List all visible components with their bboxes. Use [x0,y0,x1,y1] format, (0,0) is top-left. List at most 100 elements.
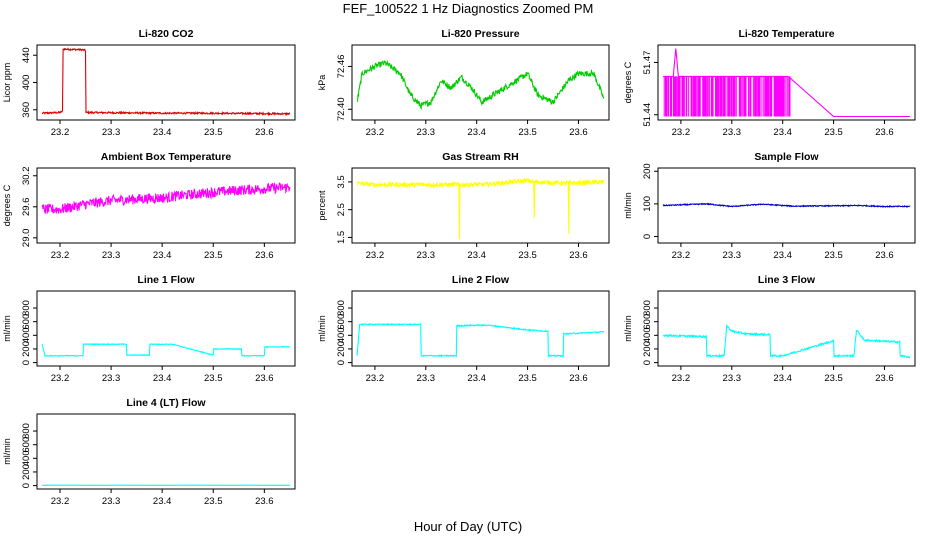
x-tick-label: 23.5 [518,127,537,138]
x-tick-label: 23.3 [102,127,121,138]
x-tick-label: 23.5 [824,250,843,261]
series-line [41,182,291,214]
x-tick-label: 23.5 [518,373,537,384]
y-tick-label: 2.5 [336,203,347,216]
x-tick-label: 23.2 [366,250,385,261]
plot-frame [351,290,610,367]
plot-frame [351,44,610,121]
y-tick-label: 0 [642,234,653,239]
y-axis-label: degrees C [2,184,12,226]
series-line [41,342,291,358]
plot-frame [36,413,296,490]
panel-2: Li-820 Temperature degrees C 23.2 23.3 23.4 2… [623,28,916,138]
series-line [356,322,605,358]
y-axis-label: ml/min [623,315,633,342]
plot-frame [657,290,916,367]
x-tick-label: 23.6 [569,250,588,261]
y-tick-label: 30.2 [21,167,32,186]
x-tick-label: 23.2 [51,496,70,507]
x-tick-label: 23.6 [569,127,588,138]
x-tick-label: 23.4 [153,373,172,384]
panel-title: Sample Flow [754,151,819,163]
x-tick-label: 23.4 [773,373,792,384]
x-tick-label: 23.4 [467,250,486,261]
x-tick-label: 23.6 [569,373,588,384]
y-axis-label: degrees C [623,61,633,103]
x-tick-label: 23.6 [255,127,274,138]
x-tick-label: 23.5 [518,250,537,261]
panel-8: Line 3 Flow ml/min 23.2 23.3 23.4 23.5 23.6 0 20… [623,274,916,384]
panel-7: Line 2 Flow ml/min 23.2 23.3 23.4 23.5 23.6 0 20… [317,274,610,384]
panel-0: Li-820 CO2 Licor ppm 23.2 23.3 23.4 23.5 23.6 3… [2,28,296,138]
series-line [41,47,291,117]
x-tick-label: 23.6 [875,373,894,384]
y-tick-label: 100 [642,196,653,212]
y-tick-label: 0 [336,360,347,365]
series-line [662,323,911,359]
series-line [356,59,605,111]
x-tick-label: 23.5 [824,127,843,138]
y-axis-label: kPa [317,75,327,91]
y-axis-label: ml/min [623,192,633,219]
panel-3: Ambient Box Temperature degrees C 23.2 23.3… [2,151,296,261]
x-tick-label: 23.4 [467,127,486,138]
panel-title: Line 4 (LT) Flow [126,397,206,409]
panel-9: Line 4 (LT) Flow ml/min 23.2 23.3 23.4 23.5 23… [2,397,296,507]
panel-title: Line 2 Flow [452,274,510,286]
y-tick-label: 360 [21,102,32,118]
y-tick-label: 400 [21,327,32,343]
x-tick-label: 23.3 [723,373,742,384]
y-tick-label: 800 [336,300,347,316]
y-tick-label: 600 [21,437,32,453]
y-tick-label: 1.5 [336,231,347,244]
x-tick-label: 23.3 [417,127,436,138]
plot-frame [657,167,916,244]
x-tick-label: 23.6 [255,373,274,384]
y-tick-label: 200 [21,341,32,357]
x-tick-label: 23.5 [204,373,223,384]
y-axis-label: ml/min [2,438,12,465]
x-tick-label: 23.4 [773,127,792,138]
figure-x-axis-label: Hour of Day (UTC) [414,519,522,534]
y-tick-label: 800 [21,300,32,316]
y-tick-label: 72.46 [336,55,347,79]
y-tick-label: 600 [336,314,347,330]
plot-frame [36,44,296,121]
panel-title: Line 1 Flow [137,274,195,286]
panel-4: Gas Stream RH percent 23.2 23.3 23.4 23.5 23.6… [317,151,610,261]
x-tick-label: 23.6 [255,250,274,261]
x-tick-label: 23.3 [102,373,121,384]
y-tick-label: 800 [21,423,32,439]
y-tick-label: 400 [336,327,347,343]
x-tick-label: 23.2 [672,250,691,261]
y-tick-label: 200 [336,341,347,357]
series-line [356,177,605,240]
y-axis-label: Licor ppm [2,63,12,103]
plot-frame [657,44,916,121]
x-tick-label: 23.3 [723,250,742,261]
panel-title: Li-820 Temperature [738,28,834,40]
x-tick-label: 23.5 [824,373,843,384]
x-tick-label: 23.2 [366,127,385,138]
y-axis-label: percent [317,190,327,221]
x-tick-label: 23.4 [153,496,172,507]
panel-grid: Li-820 CO2 Licor ppm 23.2 23.3 23.4 23.5 23.6 3… [2,28,916,507]
x-tick-label: 23.4 [153,127,172,138]
plot-frame [36,167,296,244]
y-tick-label: 51.44 [642,103,653,127]
y-tick-label: 800 [642,300,653,316]
y-tick-label: 0 [21,360,32,365]
x-tick-label: 23.5 [204,250,223,261]
y-tick-label: 200 [642,341,653,357]
x-tick-label: 23.3 [102,250,121,261]
x-tick-label: 23.5 [204,127,223,138]
y-tick-label: 29.6 [21,198,32,217]
panel-1: Li-820 Pressure kPa 23.2 23.3 23.4 23.5 23.6 72… [317,28,610,138]
panel-title: Li-820 CO2 [139,28,194,40]
x-tick-label: 23.4 [153,250,172,261]
y-axis-label: ml/min [317,315,327,342]
x-tick-label: 23.6 [255,496,274,507]
y-tick-label: 3.5 [336,175,347,188]
x-tick-label: 23.4 [467,373,486,384]
